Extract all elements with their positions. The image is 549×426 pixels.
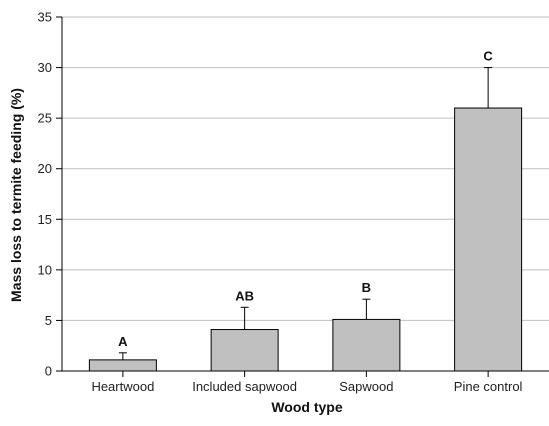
y-axis-title: Mass loss to termite feeding (%) [8,88,24,302]
y-tick-label: 25 [38,111,52,126]
x-tick-label: Sapwood [339,379,393,394]
x-axis-title: Wood type [271,399,343,415]
x-ticks: Heartwood Included sapwood Sapwood Pine con… [91,371,523,394]
significance-label: AB [235,288,254,303]
y-tick-label: 0 [45,364,52,379]
x-tick-label: Heartwood [91,379,154,394]
y-ticks: 0 5 10 15 20 25 30 35 [38,10,62,379]
significance-label: B [362,280,371,295]
y-tick-label: 5 [45,313,52,328]
bar-pine-control [454,107,523,372]
x-tick-label: Pine control [454,379,523,394]
grid-lines [62,16,549,321]
y-tick-label: 35 [38,10,52,25]
error-bars [118,67,493,360]
x-tick-label: Included sapwood [192,379,297,394]
bar-included-sapwood [210,329,279,372]
bars [88,107,523,372]
bar-heartwood [88,359,157,372]
y-tick-label: 15 [38,212,52,227]
bar-sapwood [332,318,401,372]
y-tick-label: 30 [38,60,52,75]
significance-label: C [483,49,493,64]
significance-labels: A AB B C [118,49,493,349]
y-tick-label: 10 [38,262,52,277]
y-tick-label: 20 [38,161,52,176]
axes [61,17,549,372]
significance-label: A [118,334,128,349]
